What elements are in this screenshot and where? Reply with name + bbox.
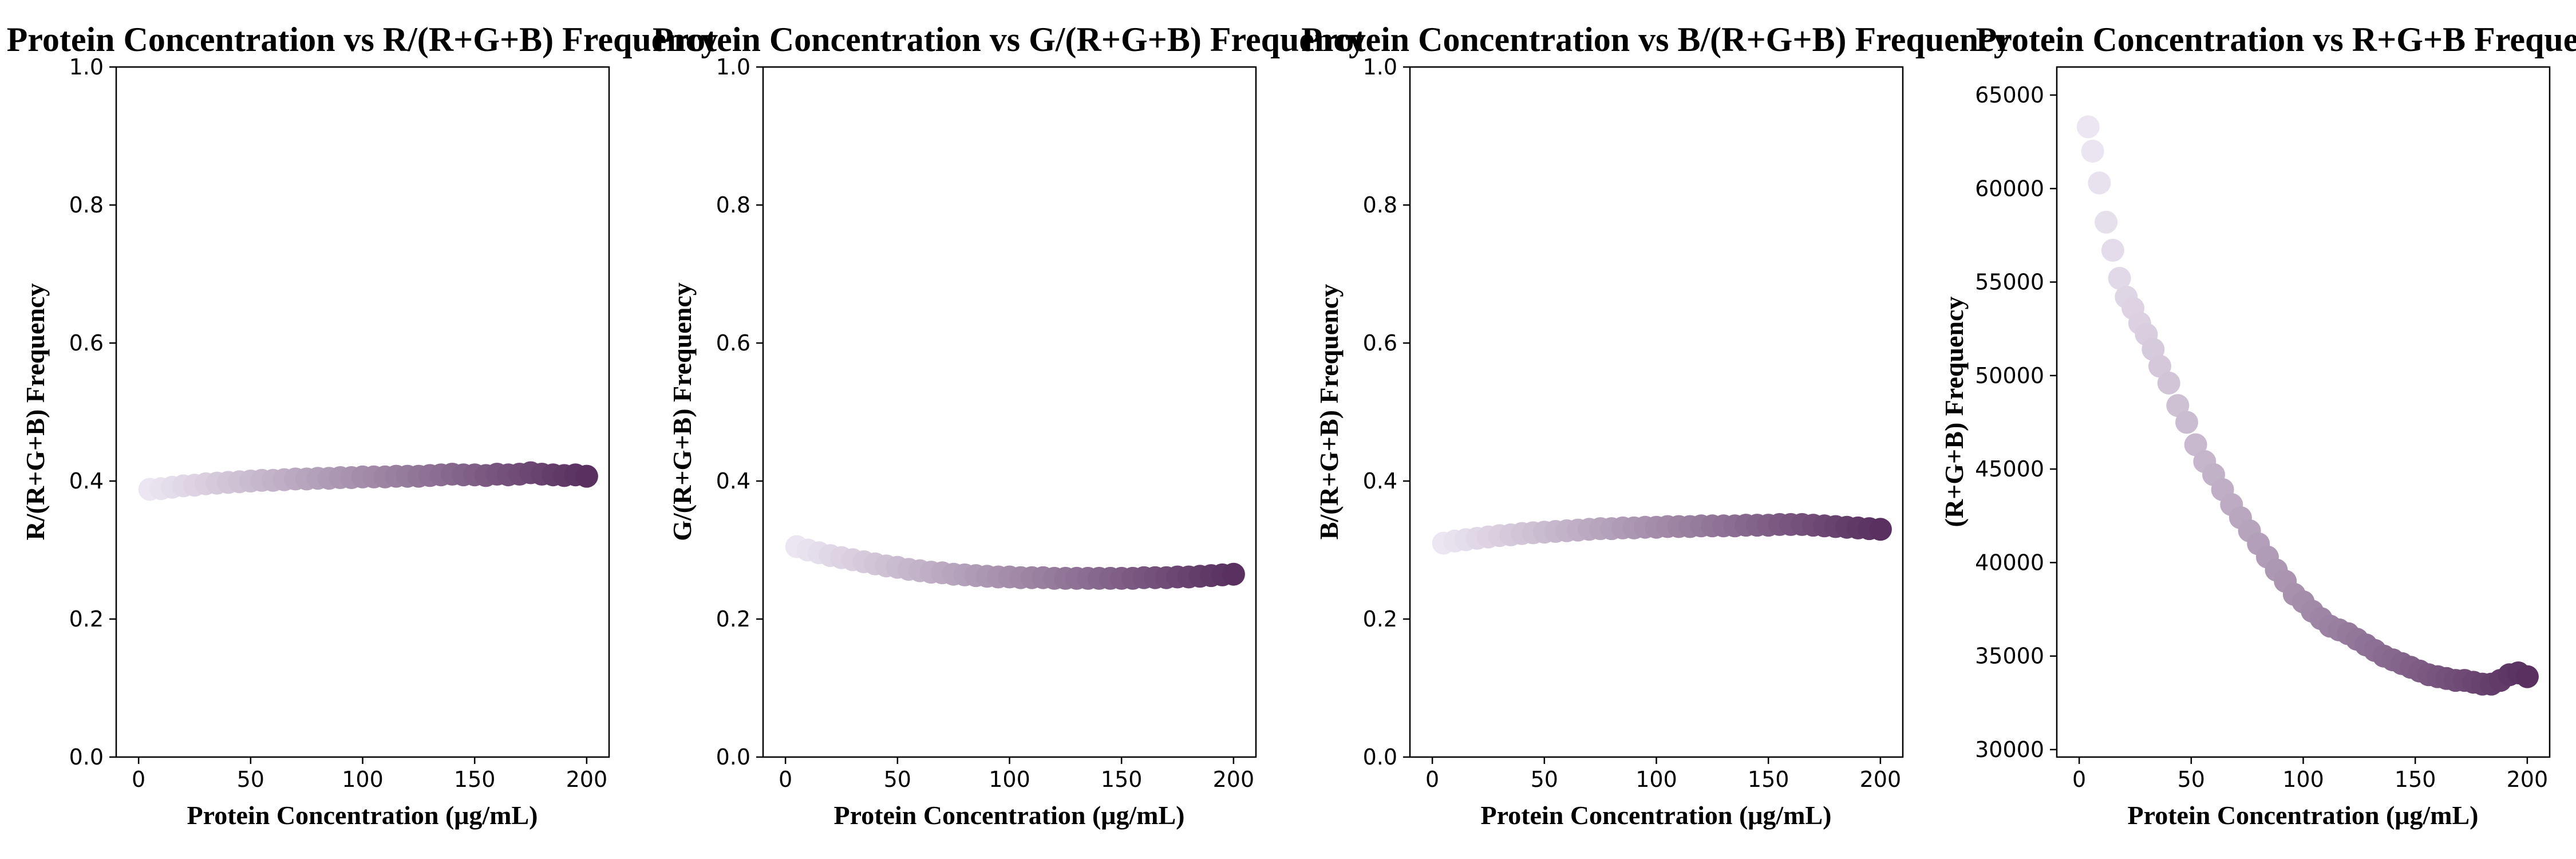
y-tick-label: 0.8 bbox=[1363, 192, 1397, 218]
panel-title: Protein Concentration vs B/(R+G+B) Frequ… bbox=[1301, 21, 2010, 58]
x-axis-label: Protein Concentration (μg/mL) bbox=[2128, 801, 2479, 830]
x-tick-label: 50 bbox=[2178, 767, 2205, 792]
y-tick-label: 30000 bbox=[1975, 737, 2044, 762]
y-tick-label: 1.0 bbox=[69, 54, 104, 80]
y-tick-label: 40000 bbox=[1975, 550, 2044, 575]
y-tick-label: 0.4 bbox=[69, 468, 104, 494]
y-axis-label: R/(R+G+B) Frequency bbox=[21, 283, 50, 541]
y-axis: 0.0 0.2 0.4 0.6 0.8 1.0 bbox=[69, 54, 116, 770]
x-tick-label: 200 bbox=[2507, 767, 2549, 792]
data-point bbox=[2088, 171, 2111, 195]
x-tick-label: 50 bbox=[237, 767, 264, 792]
panel-b-fraction: Protein Concentration vs B/(R+G+B) Frequ… bbox=[1301, 21, 2010, 830]
y-tick-label: 0.8 bbox=[69, 192, 104, 218]
data-point bbox=[575, 464, 598, 488]
x-axis-label: Protein Concentration (μg/mL) bbox=[187, 801, 538, 830]
y-tick-label: 0.0 bbox=[716, 744, 750, 770]
data-point bbox=[2095, 211, 2118, 234]
data-points bbox=[1432, 513, 1892, 555]
data-point bbox=[2076, 115, 2100, 139]
panel-g-fraction: Protein Concentration vs G/(R+G+B) Frequ… bbox=[653, 21, 1366, 830]
data-point bbox=[2101, 239, 2124, 262]
data-point bbox=[2175, 411, 2198, 434]
y-axis: 0.0 0.2 0.4 0.6 0.8 1.0 bbox=[716, 54, 763, 770]
y-tick-label: 0.6 bbox=[1363, 330, 1397, 356]
x-tick-label: 0 bbox=[2072, 767, 2086, 792]
x-axis: 0 50 100 150 200 bbox=[132, 757, 607, 792]
y-tick-label: 0.6 bbox=[69, 330, 104, 356]
y-tick-label: 0.8 bbox=[716, 192, 750, 218]
y-tick-label: 65000 bbox=[1975, 82, 2044, 108]
data-point bbox=[2157, 371, 2180, 395]
data-point bbox=[2148, 354, 2171, 378]
y-axis-label: (R+G+B) Frequency bbox=[1939, 297, 1969, 527]
data-point bbox=[2081, 140, 2104, 163]
y-axis: 30000 35000 40000 45000 50000 55000 60000 65000 bbox=[1975, 82, 2057, 762]
data-points bbox=[2076, 115, 2539, 696]
y-axis-label: G/(R+G+B) Frequency bbox=[667, 282, 697, 541]
x-tick-label: 100 bbox=[989, 767, 1030, 792]
x-tick-label: 100 bbox=[342, 767, 384, 792]
x-axis: 0 50 100 150 200 bbox=[1425, 757, 1901, 792]
y-tick-label: 1.0 bbox=[716, 54, 750, 80]
panel-title: Protein Concentration vs R+G+B Frequency bbox=[1976, 21, 2576, 58]
x-tick-label: 200 bbox=[1860, 767, 1902, 792]
y-tick-label: 0.4 bbox=[716, 468, 750, 494]
y-tick-label: 0.2 bbox=[716, 606, 750, 632]
panel-rgb-sum: Protein Concentration vs R+G+B Frequency… bbox=[1939, 21, 2576, 830]
data-points bbox=[785, 535, 1245, 590]
y-tick-label: 0.4 bbox=[1363, 468, 1397, 494]
y-axis: 0.0 0.2 0.4 0.6 0.8 1.0 bbox=[1363, 54, 1410, 770]
y-tick-label: 0.0 bbox=[1363, 744, 1397, 770]
data-points bbox=[138, 461, 598, 501]
x-tick-label: 150 bbox=[1101, 767, 1143, 792]
data-point bbox=[1222, 562, 1245, 586]
y-tick-label: 1.0 bbox=[1363, 54, 1397, 80]
x-tick-label: 150 bbox=[454, 767, 496, 792]
y-tick-label: 50000 bbox=[1975, 363, 2044, 388]
x-tick-label: 0 bbox=[1425, 767, 1439, 792]
y-tick-label: 55000 bbox=[1975, 270, 2044, 295]
y-tick-label: 0.6 bbox=[716, 330, 750, 356]
x-tick-label: 200 bbox=[566, 767, 608, 792]
data-point bbox=[2515, 665, 2539, 688]
panel-title: Protein Concentration vs R/(R+G+B) Frequ… bbox=[7, 21, 718, 58]
y-tick-label: 0.2 bbox=[1363, 606, 1397, 632]
x-tick-label: 0 bbox=[132, 767, 145, 792]
data-point bbox=[2108, 267, 2131, 290]
x-tick-label: 0 bbox=[779, 767, 792, 792]
x-axis-label: Protein Concentration (μg/mL) bbox=[834, 801, 1185, 830]
y-tick-label: 0.0 bbox=[69, 744, 104, 770]
x-tick-label: 50 bbox=[1531, 767, 1558, 792]
x-tick-label: 200 bbox=[1213, 767, 1255, 792]
x-tick-label: 50 bbox=[884, 767, 911, 792]
x-axis: 0 50 100 150 200 bbox=[779, 757, 1254, 792]
y-tick-label: 35000 bbox=[1975, 644, 2044, 669]
data-point bbox=[1868, 518, 1892, 541]
x-axis-label: Protein Concentration (μg/mL) bbox=[1481, 801, 1832, 830]
y-axis-label: B/(R+G+B) Frequency bbox=[1314, 284, 1344, 539]
data-point bbox=[2184, 433, 2207, 456]
y-tick-label: 60000 bbox=[1975, 176, 2044, 201]
y-tick-label: 0.2 bbox=[69, 606, 104, 632]
x-tick-label: 150 bbox=[1748, 767, 1789, 792]
x-tick-label: 100 bbox=[2282, 767, 2324, 792]
data-point bbox=[2166, 394, 2190, 417]
x-tick-label: 150 bbox=[2395, 767, 2436, 792]
x-tick-label: 100 bbox=[1635, 767, 1677, 792]
panel-r-fraction: Protein Concentration vs R/(R+G+B) Frequ… bbox=[7, 21, 718, 830]
y-tick-label: 45000 bbox=[1975, 456, 2044, 482]
x-axis: 0 50 100 150 200 bbox=[2072, 757, 2548, 792]
panel-title: Protein Concentration vs G/(R+G+B) Frequ… bbox=[653, 21, 1366, 58]
